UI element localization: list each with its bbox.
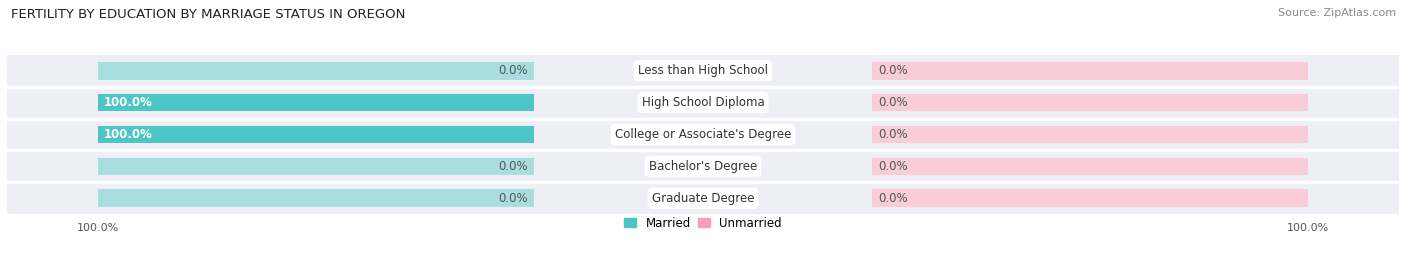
Bar (873, 62, 1308, 80)
Bar (873, 94, 1308, 111)
Bar (7, 55, 1399, 87)
Text: 0.0%: 0.0% (498, 64, 527, 77)
Bar (98, 158, 533, 175)
Text: Bachelor's Degree: Bachelor's Degree (650, 160, 756, 173)
Text: Source: ZipAtlas.com: Source: ZipAtlas.com (1278, 8, 1396, 18)
Bar (873, 158, 1308, 175)
Text: 100.0%: 100.0% (104, 128, 153, 141)
Bar (7, 150, 1399, 182)
Text: Less than High School: Less than High School (638, 64, 768, 77)
Text: 0.0%: 0.0% (879, 64, 908, 77)
Bar (7, 119, 1399, 150)
Text: 0.0%: 0.0% (879, 160, 908, 173)
Text: Graduate Degree: Graduate Degree (652, 192, 754, 205)
Bar (98, 126, 533, 143)
Bar (98, 126, 533, 143)
Bar (98, 62, 533, 80)
Text: 0.0%: 0.0% (879, 192, 908, 205)
Bar (98, 94, 533, 111)
Legend: Married, Unmarried: Married, Unmarried (620, 212, 786, 234)
Text: 0.0%: 0.0% (879, 96, 908, 109)
Text: High School Diploma: High School Diploma (641, 96, 765, 109)
Text: 0.0%: 0.0% (498, 160, 527, 173)
Text: FERTILITY BY EDUCATION BY MARRIAGE STATUS IN OREGON: FERTILITY BY EDUCATION BY MARRIAGE STATU… (11, 8, 405, 21)
Bar (98, 94, 533, 111)
Text: 0.0%: 0.0% (879, 128, 908, 141)
Bar (873, 126, 1308, 143)
Text: 100.0%: 100.0% (104, 96, 153, 109)
Text: 0.0%: 0.0% (498, 192, 527, 205)
Text: College or Associate's Degree: College or Associate's Degree (614, 128, 792, 141)
Bar (873, 189, 1308, 207)
Bar (7, 182, 1399, 214)
Bar (98, 189, 533, 207)
Bar (7, 87, 1399, 119)
